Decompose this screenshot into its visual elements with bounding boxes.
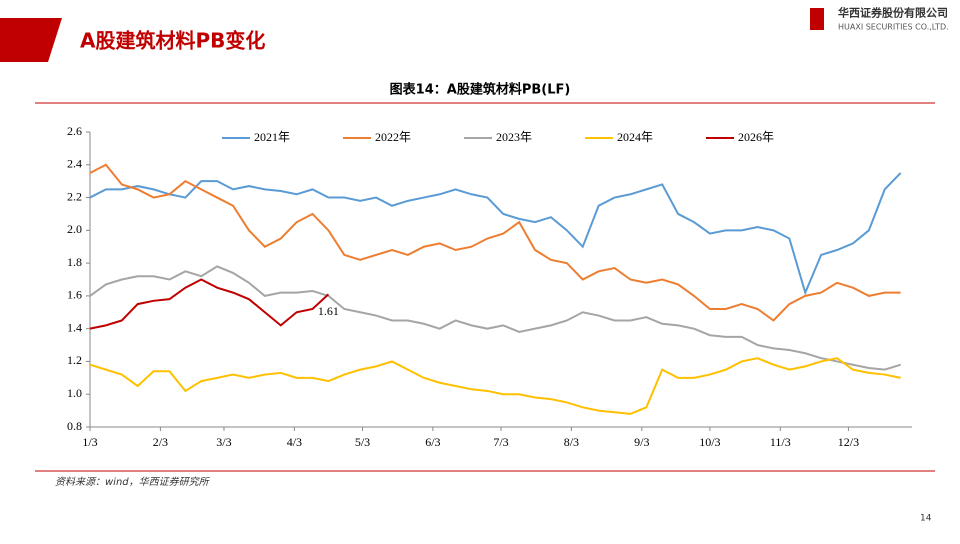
legend-label: 2023年: [496, 130, 532, 144]
x-tick-label: 11/3: [770, 435, 791, 449]
y-tick-label: 1.2: [67, 353, 82, 367]
x-tick-label: 7/3: [493, 435, 508, 449]
series-line: [89, 357, 901, 415]
y-tick-label: 1.4: [67, 320, 82, 334]
series-line: [89, 265, 901, 371]
plot: 0.8 1.0 1.2 1.4 1.6 1.8 2.0 2.2 2.4 2.6 1/3 2/3 3/3 4…: [67, 124, 912, 449]
legend-label: 2021年: [254, 130, 290, 144]
source: 资料来源：wind，华西证券研究所: [55, 476, 211, 488]
y-tick-label: 1.0: [67, 386, 82, 400]
y-tick-label: 1.8: [67, 255, 82, 269]
x-tick-label: 10/3: [699, 435, 720, 449]
x-tick-label: 9/3: [634, 435, 649, 449]
series-line: [89, 172, 902, 296]
page-number: 14: [920, 514, 932, 524]
x-tick-label: 8/3: [564, 435, 579, 449]
series-line: [89, 278, 330, 330]
x-tick-label: 4/3: [287, 435, 302, 449]
y-tick-label: 2.4: [67, 157, 82, 171]
x-tick-label: 6/3: [425, 435, 440, 449]
y-tick-label: 2.6: [67, 124, 82, 138]
legend-label: 2026年: [738, 130, 774, 144]
slide-title: A股建筑材料PB变化: [80, 29, 265, 53]
company-en: HUAXI SECURITIES CO.,LTD.: [838, 23, 949, 32]
legend-label: 2022年: [375, 130, 411, 144]
logo: [810, 8, 824, 30]
x-tick-label: 12/3: [838, 435, 859, 449]
legend-label: 2024年: [617, 130, 653, 144]
x-tick-label: 1/3: [82, 435, 97, 449]
x-tick-label: 2/3: [153, 435, 168, 449]
company: 华西证券股份有限公司: [838, 6, 948, 20]
y-tick-label: 1.6: [67, 288, 82, 302]
title-band: [0, 18, 62, 62]
y-tick-label: 0.8: [67, 419, 82, 433]
series-line: [89, 163, 901, 322]
y-tick-label: 2.2: [67, 189, 82, 203]
x-tick-label: 3/3: [216, 435, 231, 449]
chart-title: 图表14：A股建筑材料PB(LF): [390, 82, 571, 98]
x-tick-label: 5/3: [355, 435, 370, 449]
data-label: 1.61: [318, 304, 339, 318]
y-tick-label: 2.0: [67, 222, 82, 236]
